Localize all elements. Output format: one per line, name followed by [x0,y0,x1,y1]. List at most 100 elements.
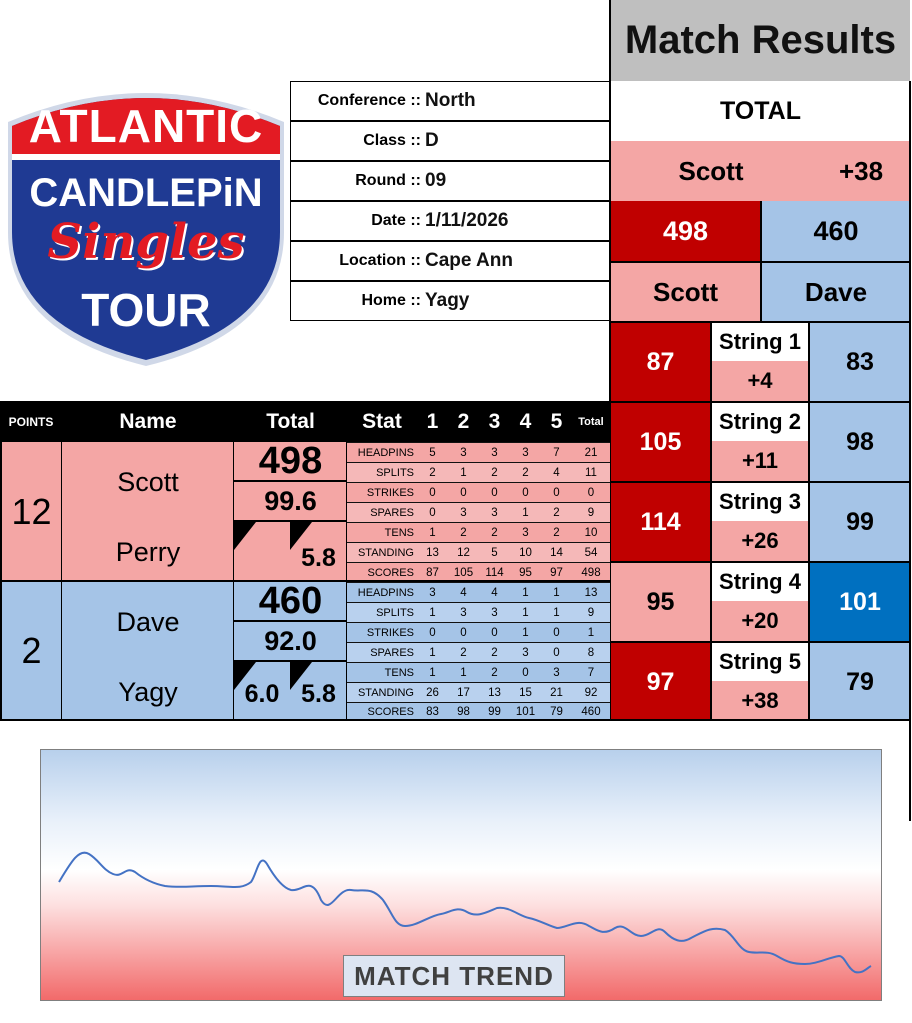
stat-value: 0 [522,666,529,679]
stat-value: 2 [460,526,467,539]
table-left-border [0,401,2,721]
header-points: POINTS [8,414,54,429]
table-bottom-border [0,719,911,721]
team-a-sub-right: 5.8 [290,522,347,582]
logo-line-3: Singles [47,214,245,270]
trend-line [58,851,872,974]
string-5-diff: +38 [710,681,810,721]
results-margin: +38 [838,155,884,186]
stat-value: 2 [491,526,498,539]
team-a-stat-row: HEADPINS 5 3 3 3 7 21 [347,442,610,462]
info-value: Cape Ann [425,250,513,271]
stat-value: 0 [460,626,467,639]
stat-label: TENS [384,666,414,679]
stat-value: 2 [429,466,436,479]
stat-value: 1 [522,586,529,599]
team-a-sub-left [234,522,290,582]
string-1-label: String 1 [710,321,810,361]
info-label: Conference :: [317,92,421,109]
stat-label: SPLITS [376,606,414,619]
stat-value: 3 [460,506,467,519]
stat-value: 5 [491,546,498,559]
info-date: Date :: 1/11/2026 [290,201,610,241]
stat-value: 0 [429,626,436,639]
header-col-1: 1 [426,409,439,433]
header-stat: Stat [362,409,402,433]
stat-value: 13 [426,546,439,559]
string-5-b: 79 [810,641,910,721]
team-a-last-name: Perry [115,536,181,567]
team-a-first-name: Scott [117,466,179,497]
string-3-diff: +26 [710,521,810,561]
stat-total: 54 [584,546,598,559]
stat-value: 2 [460,646,467,659]
team-b-stat-row: STRIKES 0 0 0 1 0 1 [347,622,610,642]
stat-total: 13 [584,586,598,599]
results-total-label: TOTAL [611,81,910,141]
team-b-points: 2 [2,582,62,720]
logo-line-1: ATLANTIC [28,100,264,152]
stat-value: 1 [429,526,436,539]
stat-label: STRIKES [366,626,414,639]
stat-value: 15 [519,686,532,699]
team-b-stat-row: SPARES 1 2 2 3 0 8 [347,642,610,662]
stat-value: 12 [457,546,470,559]
team-a-name-cell: Scott Perry [62,442,234,582]
stat-value: 1 [522,626,529,639]
string-1-a: 87 [611,321,710,401]
stat-value: 87 [426,566,439,579]
stat-value: 4 [553,466,560,479]
header-total: Total [266,409,315,433]
string-5-label: String 5 [710,641,810,681]
team-b-stat-row: TENS 1 1 2 0 3 7 [347,662,610,682]
results-score-a: 498 [611,201,760,261]
team-a-stat-row: SPLITS 2 1 2 2 4 11 [347,462,610,482]
stat-total: 9 [587,506,595,519]
header-col-total: Total [578,415,604,428]
stat-value: 0 [429,486,436,499]
team-b-average: 92.0 [234,622,347,662]
tour-logo [4,82,288,368]
string-2-diff: +11 [710,441,810,481]
info-round: Round :: 09 [290,161,610,201]
stat-label: STRIKES [366,486,414,499]
results-leader-row: Scott +38 [611,141,910,201]
stat-label: STANDING [357,686,414,699]
string-4-a: 95 [611,561,710,641]
team-b-stat-row: SPLITS 1 3 3 1 1 9 [347,602,610,622]
stat-label: HEADPINS [357,586,414,599]
team-a-stat-row: TENS 1 2 2 3 2 10 [347,522,610,542]
string-2-label: String 2 [710,401,810,441]
info-value: 1/11/2026 [425,210,509,231]
info-value: Yagy [425,290,470,311]
stat-value: 0 [522,486,529,499]
stat-value: 3 [522,526,529,539]
stat-total: 21 [584,446,598,459]
team-b-sub-left-value: 6.0 [244,679,280,708]
team-a-average: 99.6 [234,482,347,522]
stat-value: 0 [553,646,560,659]
stat-value: 99 [488,705,501,718]
info-label: Class :: [363,132,421,149]
team-b-stat-row: SCORES 83 98 99 101 79 460 [347,702,610,720]
stat-label: SPARES [370,646,414,659]
stat-value: 3 [491,446,498,459]
stat-total: 7 [587,666,595,679]
stat-value: 97 [550,566,563,579]
stat-value: 1 [460,666,467,679]
stats-header-bar [0,401,611,442]
info-value: 09 [425,170,447,191]
stat-value: 1 [460,466,467,479]
string-3-b: 99 [810,481,910,561]
string-1-b: 83 [810,321,910,401]
team-b-stat-row: STANDING 26 17 13 15 21 92 [347,682,610,702]
header-col-3: 3 [488,409,501,433]
stat-value: 1 [553,586,560,599]
stat-value: 0 [460,486,467,499]
results-title: Match Results [611,0,910,81]
stat-value: 2 [491,646,498,659]
stat-value: 95 [519,566,532,579]
team-a-stat-row: SPARES 0 3 3 1 2 9 [347,502,610,522]
stat-label: SPLITS [376,466,414,479]
header-col-4: 4 [519,409,532,433]
